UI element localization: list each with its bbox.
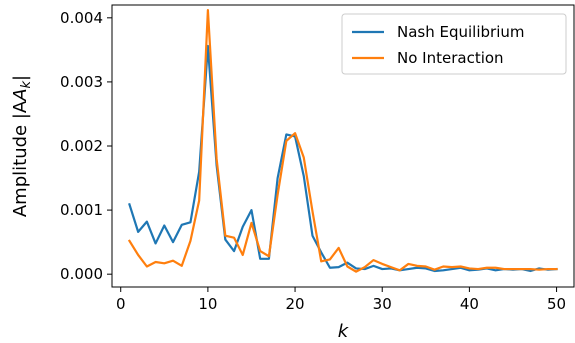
- legend: Nash Equilibrium No Interaction: [341, 13, 567, 75]
- x-axis-label: k: [338, 321, 350, 342]
- series-line-1: [128, 44, 558, 273]
- y-axis-label-suffix: |: [10, 75, 31, 81]
- x-tick-label-30: 30: [373, 295, 392, 313]
- series-layer: [127, 9, 558, 273]
- legend-label-2: No Interaction: [397, 49, 504, 67]
- x-tick-label-20: 20: [286, 295, 305, 313]
- x-tick-label-0: 0: [116, 295, 126, 313]
- y-axis-label-prefix: Amplitude |A: [10, 100, 31, 217]
- series-line-2: [127, 9, 558, 273]
- y-tick-label-3: 0.003: [60, 73, 103, 91]
- x-axis: 0 10 20 30 40 50: [116, 287, 566, 313]
- legend-label-1: Nash Equilibrium: [397, 23, 525, 41]
- x-tick-label-50: 50: [547, 295, 566, 313]
- x-tick-label-10: 10: [198, 295, 217, 313]
- y-tick-label-4: 0.004: [60, 9, 103, 27]
- y-tick-label-1: 0.001: [60, 201, 103, 219]
- y-axis-label-symbol-a: A: [10, 88, 31, 101]
- y-axis-label: Amplitude |AAk|: [10, 75, 34, 217]
- x-tick-label-40: 40: [460, 295, 479, 313]
- y-axis-label-subscript: k: [19, 80, 34, 88]
- y-tick-label-2: 0.002: [60, 137, 103, 155]
- y-axis: 0.000 0.001 0.002 0.003 0.004: [60, 9, 112, 283]
- y-tick-label-0: 0.000: [60, 265, 103, 283]
- legend-box: [341, 13, 567, 75]
